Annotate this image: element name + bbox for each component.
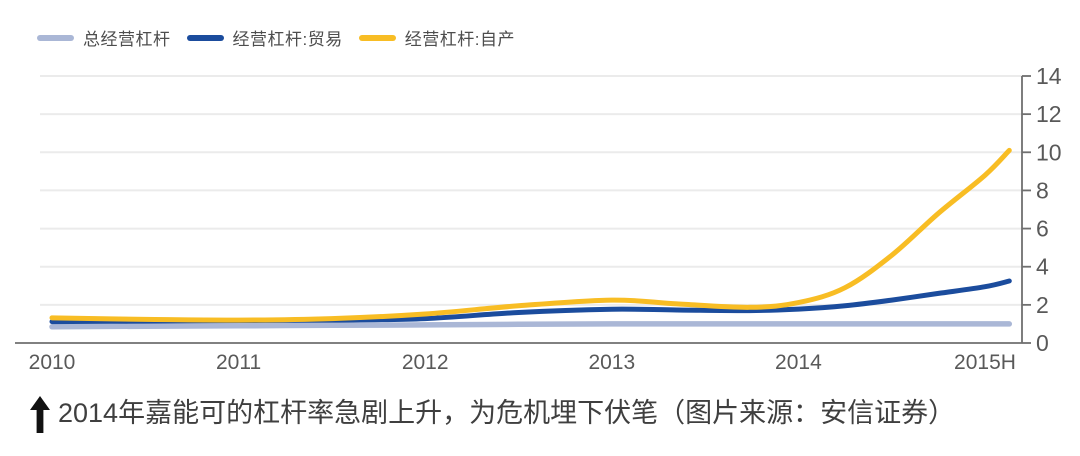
- svg-text:10: 10: [1036, 139, 1062, 165]
- svg-text:2012: 2012: [402, 351, 449, 374]
- svg-text:2: 2: [1036, 292, 1049, 318]
- svg-text:12: 12: [1036, 101, 1062, 127]
- legend-item-self-production-leverage: 经营杠杆:自产: [358, 25, 515, 50]
- chart-legend: 总经营杠杆 经营杠杆:贸易 经营杠杆:自产: [37, 25, 515, 50]
- legend-swatch-trade-leverage: [186, 34, 224, 41]
- legend-label-total-operating-leverage: 总经营杠杆: [83, 30, 171, 49]
- legend-swatch-total-operating-leverage: [37, 34, 74, 41]
- svg-text:0: 0: [1036, 330, 1049, 356]
- legend-swatch-self-production-leverage: [358, 34, 396, 41]
- svg-text:6: 6: [1036, 216, 1049, 242]
- svg-text:8: 8: [1036, 177, 1049, 203]
- legend-item-total-operating-leverage: 总经营杠杆: [37, 25, 171, 50]
- svg-text:2010: 2010: [29, 351, 76, 374]
- svg-text:14: 14: [1036, 63, 1062, 89]
- svg-text:2015H: 2015H: [954, 351, 1016, 374]
- svg-text:2013: 2013: [588, 351, 635, 374]
- svg-text:2011: 2011: [216, 351, 261, 374]
- caption-text: 2014年嘉能可的杠杆率急剧上升，为危机埋下伏笔（图片来源：安信证券）: [58, 398, 956, 428]
- svg-text:2014: 2014: [775, 351, 822, 374]
- legend-label-trade-leverage: 经营杠杆:贸易: [232, 30, 343, 49]
- up-arrow-icon: [30, 394, 50, 438]
- svg-text:4: 4: [1036, 254, 1049, 280]
- figure-caption: 2014年嘉能可的杠杆率急剧上升，为危机埋下伏笔（图片来源：安信证券）: [30, 394, 955, 438]
- chart-canvas: 0 2 4 6 8 10 12 14 2010 2011 2012 2013 2014 2015H: [15, 63, 1062, 374]
- legend-item-trade-leverage: 经营杠杆:贸易: [186, 25, 343, 50]
- legend-label-self-production-leverage: 经营杠杆:自产: [404, 30, 515, 49]
